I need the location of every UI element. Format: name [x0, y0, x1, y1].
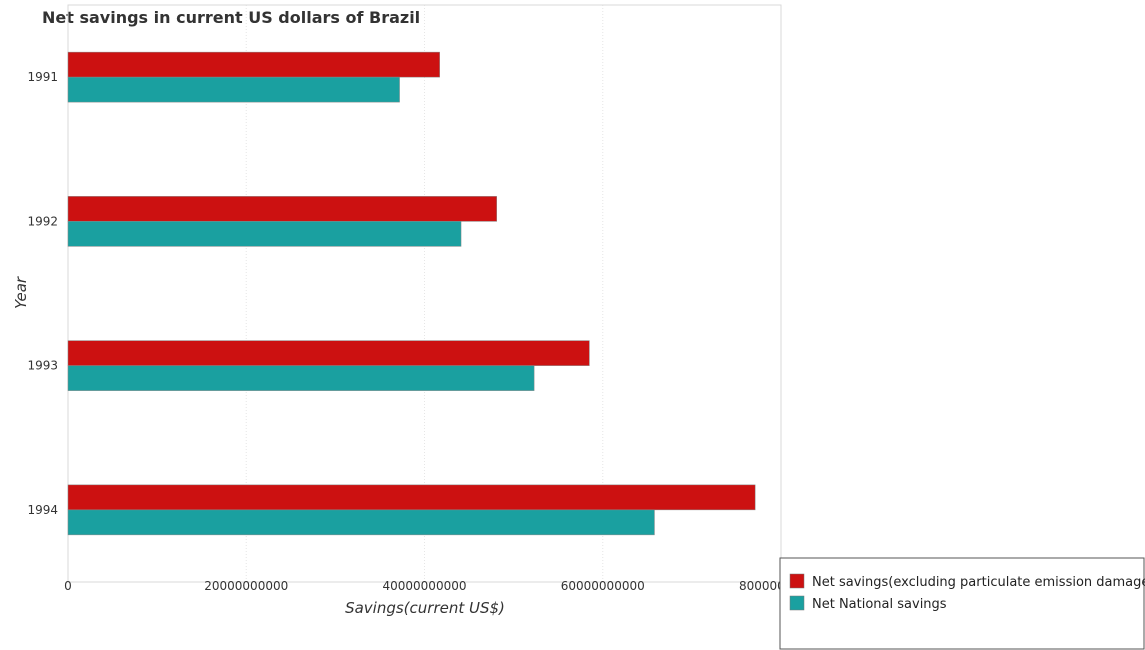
y-axis-title: Year [12, 276, 30, 309]
legend-swatch [789, 573, 805, 589]
y-tick-label: 1991 [27, 70, 58, 84]
legend-label: Net National savings [812, 597, 947, 612]
x-tick-label: 0 [64, 579, 72, 593]
plot-frame [67, 4, 782, 583]
bar [67, 221, 462, 247]
legend: Net savings(excluding particulate emissi… [779, 557, 1145, 650]
legend-swatch [789, 595, 805, 611]
x-tick-label: 20000000000 [204, 579, 288, 593]
bar [67, 51, 440, 78]
bar [67, 196, 497, 222]
legend-box [779, 557, 1145, 650]
bar [67, 484, 756, 511]
bar [67, 340, 590, 366]
y-tick-label: 1993 [27, 359, 58, 373]
x-tick-label: 40000000000 [383, 579, 467, 593]
y-tick-label: 1992 [27, 214, 58, 228]
bar [67, 509, 655, 536]
bar [67, 365, 535, 391]
x-axis-title: Savings(current US$) [345, 599, 505, 617]
x-tick-label: 60000000000 [561, 579, 645, 593]
bar [67, 76, 400, 103]
bars [67, 51, 756, 536]
y-tick-label: 1994 [27, 503, 58, 517]
legend-label: Net savings(excluding particulate emissi… [812, 575, 1145, 590]
chart-title: Net savings in current US dollars of Bra… [42, 8, 420, 27]
y-tick-labels: 1991 1992 1993 1994 [27, 70, 58, 517]
